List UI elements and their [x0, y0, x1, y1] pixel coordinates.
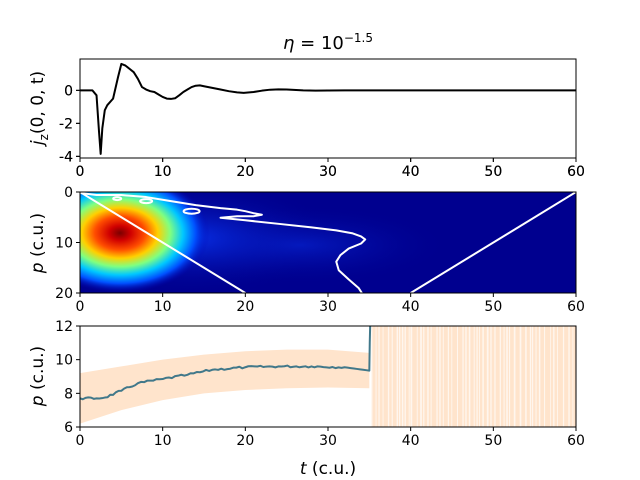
y-tick-label: -4	[59, 149, 73, 165]
y-tick-label: 20	[55, 286, 73, 302]
momentum-ylabel: p (c.u.)	[28, 346, 48, 407]
x-tick-label: 0	[76, 433, 85, 449]
heatmap-hotspot	[80, 192, 210, 293]
current-plot-area	[80, 62, 576, 155]
y-tick-label: 0	[64, 83, 73, 99]
x-tick-label: 10	[154, 164, 172, 180]
x-tick-label: 40	[402, 164, 420, 180]
x-tick-label: 50	[484, 164, 502, 180]
current-series-line	[80, 62, 576, 155]
heatmap-contour-island	[139, 198, 154, 205]
y-tick-label: 8	[64, 386, 73, 402]
current-axes: 0 10 20 30 40 50 600-2-40 10 20 30 40 50 600-2-4	[59, 83, 585, 180]
y-tick-label: 10	[55, 353, 73, 369]
x-tick-label: 20	[236, 164, 254, 180]
panel-heatmap: 0 10 20 30 40 50 60 0 10 20 p (c.u.)	[28, 185, 585, 315]
current-ylabel: jz(0, 0, t)	[28, 71, 51, 147]
heatmap-contour	[80, 192, 367, 293]
y-tick-label: 6	[64, 420, 73, 436]
heatmap-overlay-line	[80, 192, 246, 293]
x-tick-label: 10	[154, 299, 172, 315]
x-tick-label: 30	[319, 164, 337, 180]
momentum-xlabel: t (c.u.)	[300, 459, 356, 479]
y-tick-label: 12	[55, 319, 73, 335]
x-tick-label: 50	[484, 433, 502, 449]
heatmap-overlay-line	[410, 192, 576, 293]
x-tick-label: 30	[319, 164, 337, 180]
x-tick-label: 0	[76, 299, 85, 315]
momentum-axes: 0 10 20 30 40 50 60 6 8 10 12	[55, 319, 585, 449]
x-tick-label: 20	[236, 299, 254, 315]
x-tick-label: 10	[154, 164, 172, 180]
x-tick-label: 20	[236, 433, 254, 449]
x-tick-label: 40	[402, 299, 420, 315]
x-tick-label: 40	[402, 164, 420, 180]
panel-momentum: 0 10 20 30 40 50 60 6 8 10 12 p (c.u.) t (c.u.)	[28, 319, 585, 479]
y-tick-label: -2	[59, 116, 73, 132]
momentum-plot-area	[80, 326, 576, 427]
x-tick-label: 20	[236, 164, 254, 180]
x-tick-label: 60	[567, 164, 585, 180]
x-tick-label: 60	[567, 164, 585, 180]
heatmap-ylabel: p (c.u.)	[28, 213, 48, 274]
x-tick-label: 50	[484, 164, 502, 180]
chart-title: η = 10−1.5	[283, 31, 373, 54]
x-tick-label: 40	[402, 433, 420, 449]
y-tick-label: 0	[64, 185, 73, 201]
heatmap-contour-island	[182, 207, 201, 215]
x-tick-label: 60	[567, 299, 585, 315]
y-tick-label: -4	[59, 149, 73, 165]
momentum-band	[80, 349, 370, 424]
x-tick-label: 0	[76, 164, 85, 180]
heatmap-plot-area	[80, 192, 576, 293]
x-tick-label: 30	[319, 433, 337, 449]
x-tick-label: 60	[567, 433, 585, 449]
heatmap-axes: 0 10 20 30 40 50 60 0 10 20	[55, 185, 585, 315]
x-tick-label: 30	[319, 299, 337, 315]
y-tick-label: 0	[64, 83, 73, 99]
x-tick-label: 10	[154, 433, 172, 449]
y-tick-label: -2	[59, 116, 73, 132]
panel-current: 0 10 20 30 40 50 600-2-40 10 20 30 40 50 600-2-4 jz(…	[28, 58, 585, 180]
x-tick-label: 50	[484, 299, 502, 315]
momentum-series-line	[80, 326, 372, 401]
heatmap-contour-island	[112, 196, 123, 202]
current-plot-frame	[79, 58, 577, 159]
x-tick-label: 0	[76, 164, 85, 180]
y-tick-label: 10	[55, 236, 73, 252]
